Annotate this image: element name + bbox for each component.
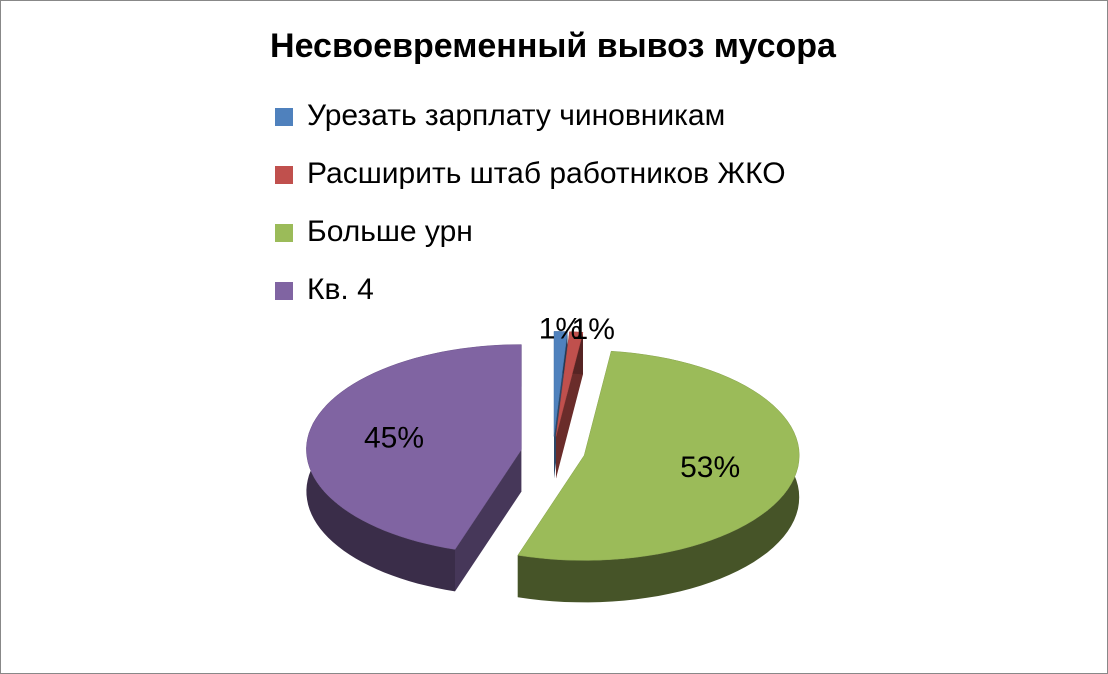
slice-top xyxy=(306,344,522,550)
legend-label: Урезать зарплату чиновникам xyxy=(307,99,725,132)
legend-swatch xyxy=(275,224,293,242)
legend-swatch xyxy=(275,166,293,184)
value-label: 1% xyxy=(572,313,615,346)
legend-swatch xyxy=(275,282,293,300)
legend-label: Расширить штаб работников ЖКО xyxy=(307,157,786,190)
slice xyxy=(517,350,800,603)
slice xyxy=(555,331,584,479)
slice xyxy=(306,344,522,592)
chart-title: Несвоевременный вывоз мусора xyxy=(270,27,837,65)
value-label: 45% xyxy=(364,422,424,455)
value-label: 53% xyxy=(680,451,740,484)
slice-top xyxy=(553,331,568,437)
slice-top xyxy=(555,331,584,437)
slice-top xyxy=(517,350,800,561)
legend-label: Больше урн xyxy=(307,215,473,248)
value-label: 1% xyxy=(539,313,582,346)
legend-swatch xyxy=(275,108,293,126)
legend-label: Кв. 4 xyxy=(307,273,374,306)
slice-wall xyxy=(455,449,522,592)
